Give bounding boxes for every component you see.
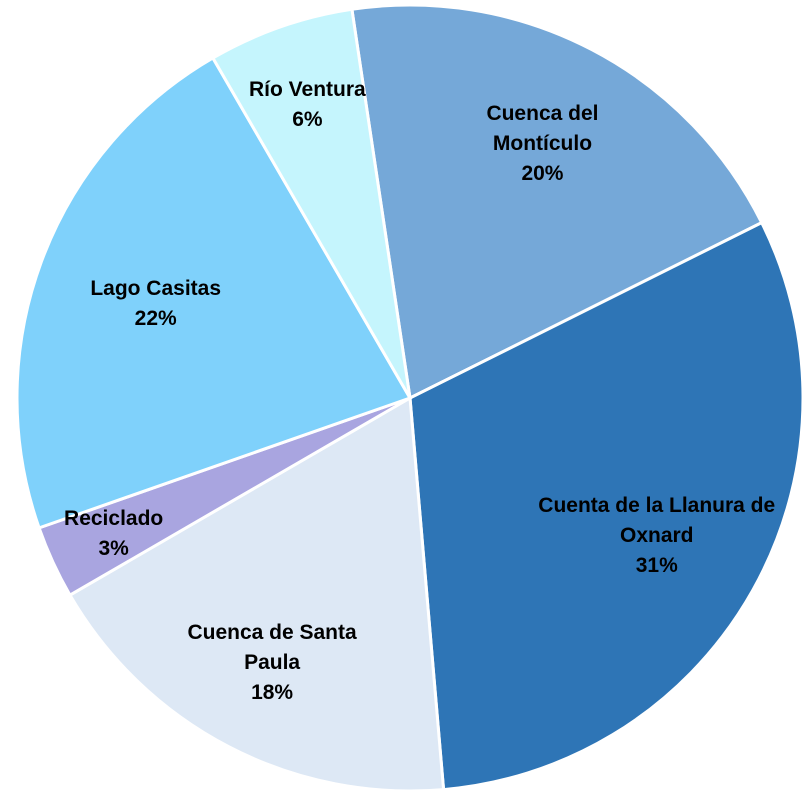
value-label: 6%: [292, 107, 323, 131]
value-label: 3%: [98, 537, 129, 561]
pie-slice: [15, 55, 413, 530]
value-label: 18%: [251, 680, 294, 704]
value-label: 20%: [521, 161, 564, 185]
category-label: Cuenta de la Llanura de Oxnard: [538, 494, 776, 548]
slice-label: Lago Casitas 22%: [66, 274, 246, 334]
slice-label: Río Ventura 6%: [232, 75, 382, 135]
category-label: Lago Casitas: [90, 276, 222, 300]
slice-label: Cuenca del Montículo 20%: [467, 99, 617, 189]
pie-slice: [67, 395, 446, 793]
value-label: 31%: [635, 554, 678, 578]
category-label: Cuenca del Montículo: [486, 101, 599, 155]
pie-slice: [210, 7, 412, 399]
slice-label: Cuenca de Santa Paula 18%: [172, 618, 372, 708]
pie-slice: [408, 220, 803, 792]
category-label: Río Ventura: [249, 77, 366, 101]
category-label: Reciclado: [64, 507, 164, 531]
category-label: Cuenca de Santa Paula: [187, 620, 357, 674]
pie-slice: [350, 3, 764, 401]
value-label: 22%: [134, 306, 177, 330]
slice-label: Cuenta de la Llanura de Oxnard 31%: [532, 491, 782, 581]
slice-label: Reciclado 3%: [39, 504, 189, 564]
